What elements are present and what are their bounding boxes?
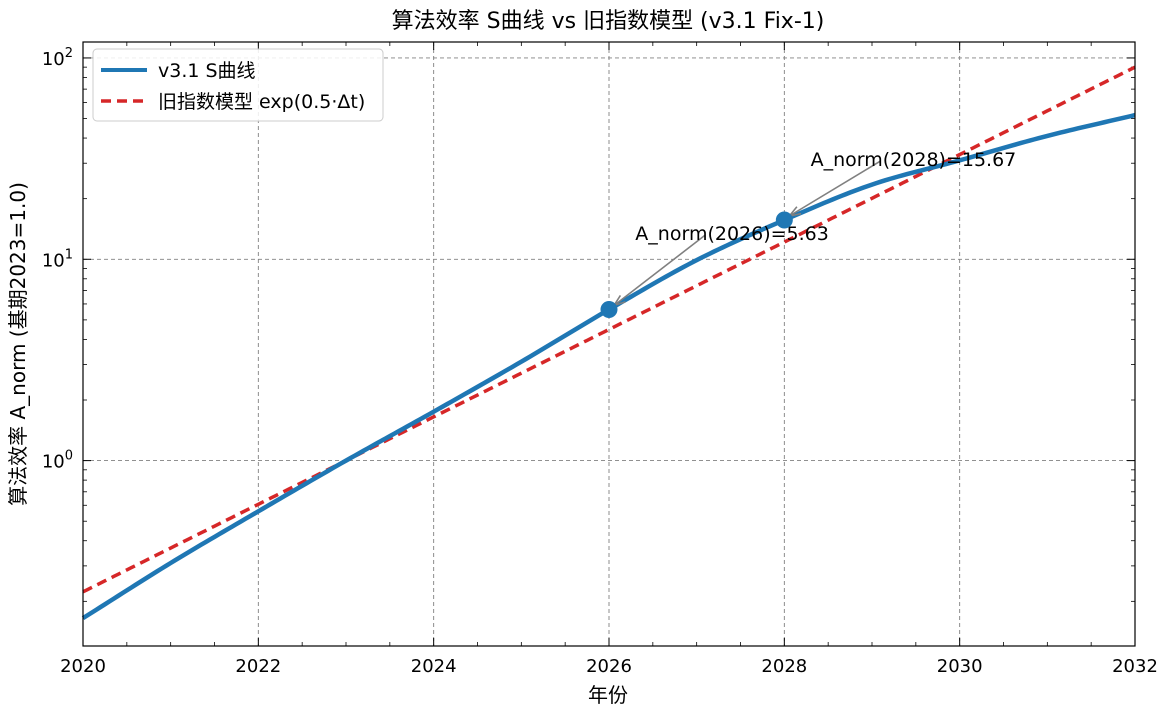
annotations: A_norm(2026)=5.63 A_norm(2028)=15.67 (600, 149, 1017, 319)
y-tick-label: 101 (42, 247, 73, 271)
x-tick-label: 2032 (1112, 656, 1158, 677)
x-tick-label: 2028 (761, 656, 807, 677)
y-ticks: 100 101 102 (42, 46, 1135, 473)
minor-ticks (83, 42, 1135, 646)
annotation-label-2028: A_norm(2028)=15.67 (811, 149, 1017, 171)
annotation-arrow (613, 234, 706, 307)
legend: v3.1 S曲线 旧指数模型 exp(0.5·Δt) (92, 48, 384, 122)
grid (83, 42, 1135, 646)
x-tick-label: 2020 (60, 656, 106, 677)
legend-label-exponential: 旧指数模型 exp(0.5·Δt) (158, 91, 365, 113)
y-axis-label: 算法效率 A_norm (基期2023=1.0) (6, 182, 30, 506)
x-ticks: 2020 2022 2024 2026 2028 2030 2032 (60, 42, 1158, 677)
legend-label-s-curve: v3.1 S曲线 (158, 60, 256, 82)
annotation-arrow (788, 160, 882, 217)
x-axis-label: 年份 (588, 683, 628, 707)
legend-box (92, 48, 384, 122)
y-tick-label: 102 (42, 46, 73, 70)
y-tick-label: 100 (42, 449, 73, 473)
x-tick-label: 2026 (586, 656, 632, 677)
annotation-label-2026: A_norm(2026)=5.63 (635, 223, 829, 245)
x-tick-label: 2030 (937, 656, 983, 677)
x-tick-label: 2022 (235, 656, 281, 677)
chart-title: 算法效率 S曲线 vs 旧指数模型 (v3.1 Fix-1) (392, 9, 825, 34)
data-marker-2026 (600, 301, 618, 319)
series-line-exponential (82, 65, 1136, 594)
x-tick-label: 2024 (411, 656, 457, 677)
data-marker-2028 (775, 211, 793, 229)
